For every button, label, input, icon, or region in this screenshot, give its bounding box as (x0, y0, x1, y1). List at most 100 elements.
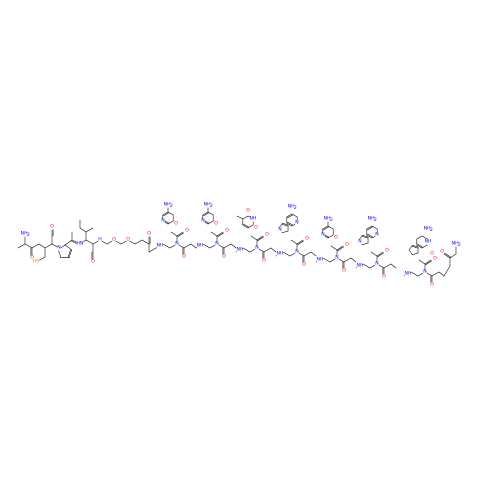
atom-label-nh: NH (277, 251, 283, 257)
bond-18 (58, 249, 62, 258)
bond-185 (438, 271, 445, 277)
svg-text:N: N (255, 245, 258, 251)
atom-label-o: O (30, 255, 34, 261)
svg-text:N: N (321, 232, 324, 238)
bond-171-double (367, 226, 373, 231)
svg-text:2: 2 (210, 203, 213, 209)
atom-label-o: O (225, 228, 229, 234)
bond-168-double (367, 233, 373, 238)
atom-label-o: O (126, 237, 130, 243)
bond-161 (376, 251, 384, 257)
svg-text:O: O (342, 268, 346, 274)
svg-text:O: O (302, 262, 306, 268)
bond-103 (242, 215, 249, 220)
atom-label-o: O (305, 236, 309, 242)
svg-text:2: 2 (170, 203, 173, 209)
atom-label-nh2: NH 2 (452, 241, 461, 248)
atom-label-n: N (161, 218, 165, 224)
svg-text:NH: NH (452, 241, 459, 247)
svg-text:NH: NH (21, 231, 28, 237)
svg-text:O: O (430, 251, 434, 257)
atom-label-nh: NH (425, 239, 432, 245)
svg-text:O: O (433, 256, 437, 262)
atom-label-n: N (358, 239, 362, 245)
bond-129-double (281, 224, 288, 227)
atom-label-n: N (57, 245, 61, 251)
atom-label-h: H (98, 237, 102, 243)
bond-111 (303, 251, 312, 257)
atom-label-nh: NH (317, 257, 323, 263)
bond-2 (24, 243, 33, 249)
bond-207 (449, 253, 457, 259)
bond-141-double (337, 246, 344, 252)
svg-text:O: O (185, 228, 189, 234)
atom-label-o: O (430, 282, 434, 288)
svg-text:O: O (112, 237, 116, 243)
svg-text:NH: NH (324, 216, 331, 222)
svg-text:O: O (214, 221, 218, 227)
svg-text:NH: NH (357, 263, 364, 269)
bond-100 (242, 224, 249, 229)
atom-label-nh2: NH 2 (21, 231, 30, 238)
bond-181 (410, 271, 419, 277)
bond-120 (286, 222, 293, 227)
bond-108 (282, 251, 291, 257)
atom-label-n: N (423, 269, 427, 275)
bond-57 (167, 220, 174, 225)
bond-189 (418, 259, 426, 265)
svg-text:O: O (430, 282, 434, 288)
bond-151 (327, 225, 334, 230)
atom-label-hn: HN (77, 241, 83, 247)
bond-192 (421, 244, 428, 249)
svg-text:O: O (225, 228, 229, 234)
svg-text:NH: NH (405, 271, 412, 277)
bond-162-double (377, 252, 384, 258)
atom-label-n: N (335, 255, 339, 261)
bond-196 (416, 235, 423, 240)
bond-145 (327, 234, 334, 239)
atom-label-nh2: NH 2 (324, 216, 333, 223)
atom-label-n: N (255, 245, 259, 251)
svg-text:O: O (385, 248, 389, 254)
bond-137 (343, 257, 352, 263)
svg-text:2: 2 (330, 217, 333, 223)
svg-text:NH: NH (197, 243, 204, 249)
bond-95-double (257, 236, 264, 242)
bond-187 (424, 259, 432, 265)
svg-text:N: N (295, 220, 298, 226)
bond-49 (183, 243, 192, 249)
bond-199 (408, 244, 413, 251)
svg-text:NH: NH (204, 202, 211, 208)
svg-text:NH: NH (425, 239, 432, 245)
bond-28 (85, 227, 94, 233)
svg-text:N: N (278, 227, 281, 233)
bond-9 (44, 243, 53, 249)
atom-label-o: O (174, 221, 178, 227)
svg-text:O: O (182, 254, 186, 260)
bond-91 (263, 247, 272, 253)
bond-88 (242, 247, 251, 253)
svg-text:2: 2 (458, 242, 461, 248)
svg-text:O: O (174, 221, 178, 227)
bond-149 (322, 225, 329, 230)
bond-46 (162, 243, 171, 249)
atom-label-o: O (345, 242, 349, 248)
svg-text:O: O (345, 242, 349, 248)
svg-text:N: N (375, 261, 378, 267)
bond-94 (256, 235, 264, 241)
svg-text:2: 2 (430, 227, 433, 233)
atom-label-o: O (262, 258, 266, 264)
svg-text:2: 2 (374, 217, 377, 223)
bond-106 (236, 215, 244, 220)
bond-197 (421, 235, 428, 240)
bond-204 (408, 249, 413, 256)
atom-label-o: O (382, 274, 386, 280)
atom-label-o: O (385, 248, 389, 254)
bond-16-double (67, 249, 71, 258)
atom-label-o: O (302, 262, 306, 268)
bond-174 (358, 234, 363, 241)
atom-label-nh: NH (157, 243, 163, 249)
bond-193 (416, 244, 423, 249)
bond-114 (296, 239, 304, 245)
atom-label-o: O (91, 259, 95, 265)
